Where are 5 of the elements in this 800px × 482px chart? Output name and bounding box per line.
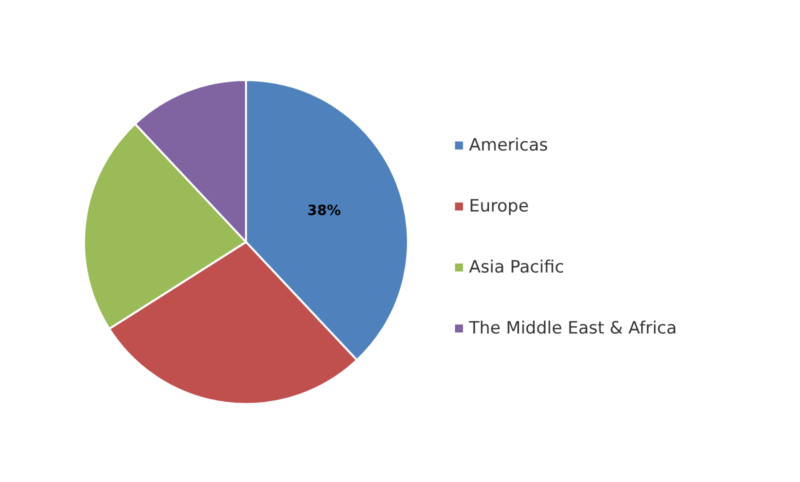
legend-label: The Middle East & Africa xyxy=(468,318,677,338)
legend-label: Europe xyxy=(469,196,529,216)
legend-label: Asia Pacific xyxy=(469,258,564,278)
legend-label: Americas xyxy=(469,136,548,156)
data-label: 38% xyxy=(307,203,341,220)
